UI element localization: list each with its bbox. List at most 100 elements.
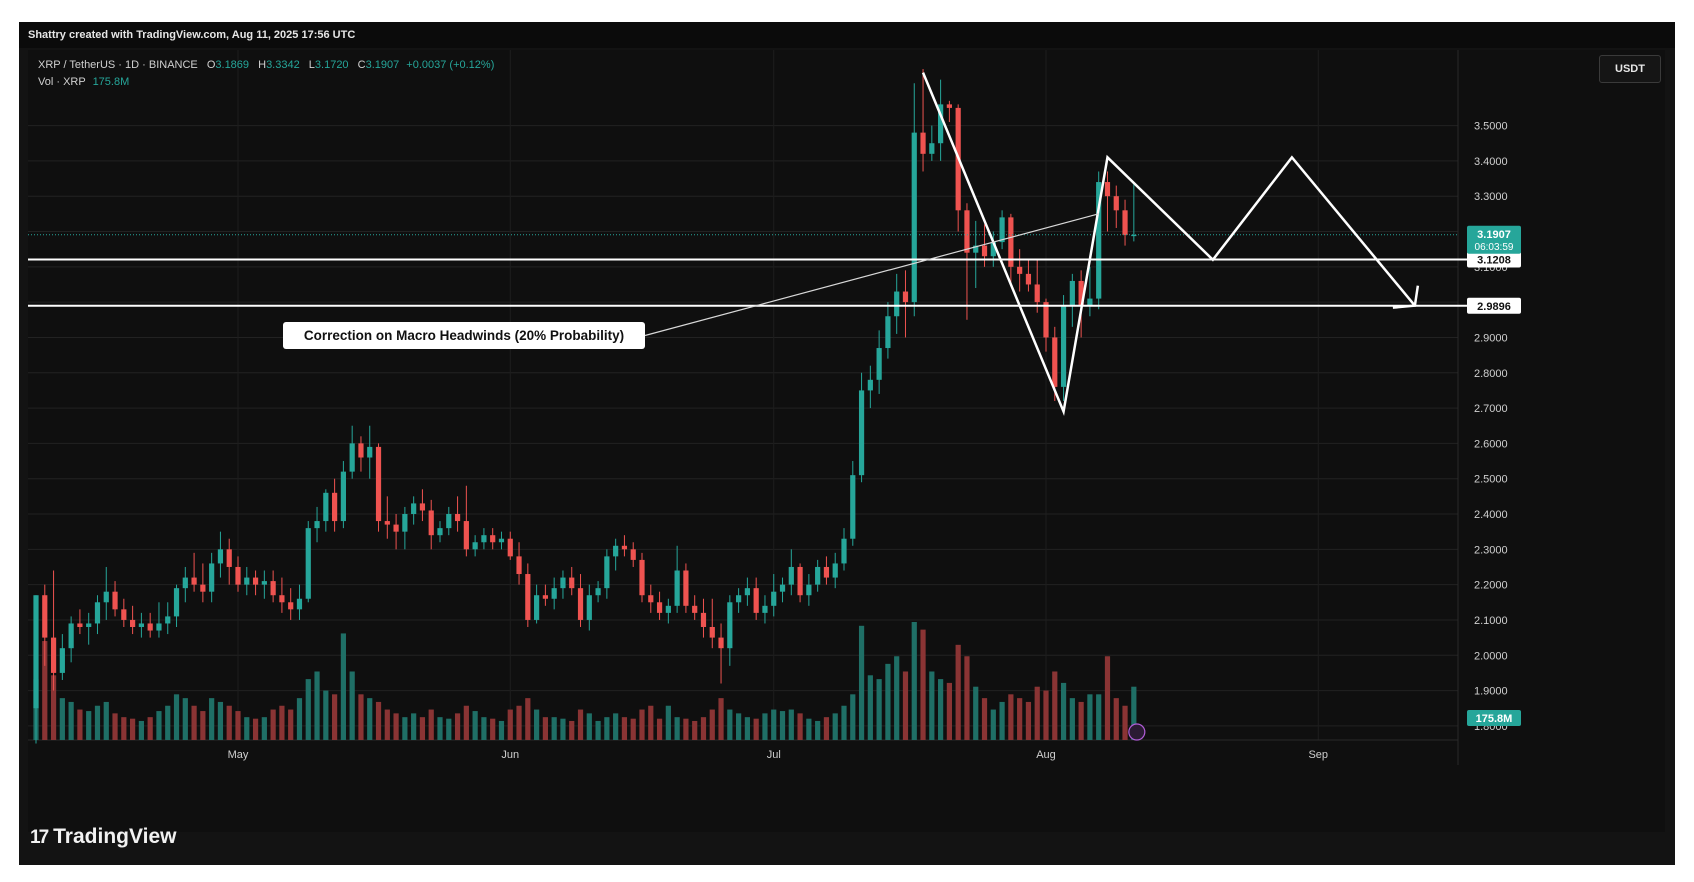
candle-body <box>375 446 382 522</box>
candle <box>779 577 786 603</box>
candle <box>525 563 531 627</box>
currency-unit-button[interactable]: USDT <box>1599 55 1661 83</box>
candle <box>1043 298 1049 352</box>
candle <box>727 595 733 666</box>
volume-badge-label: 175.8M <box>1476 713 1513 725</box>
candle <box>718 623 724 684</box>
candle-body <box>806 584 812 596</box>
candle <box>288 588 294 620</box>
volume-bar <box>1131 686 1137 740</box>
volume-bar <box>446 718 452 740</box>
volume-bar <box>94 705 101 740</box>
candle-body <box>86 623 92 627</box>
candle <box>349 425 355 479</box>
candle <box>964 203 970 320</box>
volume-bar <box>832 713 838 740</box>
candle-body <box>990 242 996 257</box>
change-value: +0.0037 (+0.12%) <box>406 59 495 71</box>
candle-body <box>156 623 162 631</box>
y-tick-label: 2.1000 <box>1474 615 1508 627</box>
candle <box>613 538 619 571</box>
symbol-label[interactable]: XRP / TetherUS · 1D · BINANCE <box>38 59 198 71</box>
candle <box>454 496 461 532</box>
volume-bar <box>779 711 786 740</box>
volume-bar <box>885 663 891 740</box>
candle <box>323 489 329 532</box>
volume-bar <box>1025 701 1032 740</box>
candle <box>42 584 48 666</box>
candle-body <box>1025 273 1032 285</box>
volume-bar <box>419 717 426 740</box>
candle-body <box>744 588 750 596</box>
volume-bar <box>806 718 812 740</box>
volume-bar <box>973 686 979 740</box>
volume-bar <box>850 694 856 740</box>
plot-panel[interactable]: 1.8000 1.9000 2.0000 2.1000 2.2000 2.3000 2.40… <box>28 50 1665 832</box>
candle-body <box>753 588 759 613</box>
candle-body <box>182 577 188 589</box>
candle-body <box>270 581 276 596</box>
volume-bar <box>367 698 373 740</box>
candle <box>806 574 812 606</box>
candle-body <box>534 595 540 620</box>
candle-body <box>551 588 557 599</box>
candle <box>68 616 74 663</box>
candle <box>516 542 522 585</box>
candle <box>103 566 109 620</box>
current-price-label: 3.1907 <box>1477 229 1511 241</box>
volume-bar <box>235 711 241 740</box>
candle-body <box>296 598 303 610</box>
candle-body <box>516 556 522 575</box>
candle-body <box>1122 210 1128 236</box>
candle-body <box>402 514 408 532</box>
volume-bar <box>516 705 522 740</box>
countdown-label: 06:03:59 <box>1475 242 1514 253</box>
volume-bar <box>613 713 619 740</box>
volume-bar <box>1122 705 1128 740</box>
volume-badge <box>1467 710 1521 726</box>
volume-bar <box>1060 682 1067 740</box>
candle-body <box>1096 182 1102 299</box>
volume-bar <box>77 709 83 740</box>
candle-body <box>358 443 364 458</box>
volume-bar <box>349 671 355 740</box>
candle <box>911 83 917 317</box>
high-label: H <box>258 59 267 71</box>
volume-label[interactable]: Vol · XRP <box>38 76 86 88</box>
volume-bar <box>191 705 197 740</box>
candle-body <box>1078 280 1084 306</box>
candle <box>358 436 364 472</box>
volume-bar <box>727 709 733 740</box>
volume-bar <box>314 671 320 740</box>
candle <box>156 602 162 638</box>
candle <box>1096 171 1102 310</box>
x-tick-label: Jun <box>501 749 519 761</box>
candle-body <box>621 545 628 550</box>
y-tick-label: 2.6000 <box>1474 438 1508 450</box>
candle-body <box>876 348 882 380</box>
candle <box>340 461 346 529</box>
candle <box>1113 185 1119 228</box>
candle <box>762 595 768 624</box>
candle-body <box>867 379 873 391</box>
ohlc-legend: XRP / TetherUS · 1D · BINANCE O3.1869 H3… <box>38 59 494 71</box>
y-tick-label: 2.2000 <box>1474 580 1508 592</box>
candle <box>384 496 390 539</box>
volume-bar <box>393 713 399 740</box>
candle <box>1087 266 1093 317</box>
candle-body <box>692 605 698 613</box>
header-bar: Shattry created with TradingView.com, Au… <box>19 22 1675 48</box>
price-chart[interactable]: 1.80001.90002.00002.10002.20002.30002.40… <box>28 50 1665 832</box>
volume-bar <box>50 675 57 740</box>
volume-bar <box>867 675 873 740</box>
volume-bar <box>639 709 645 740</box>
volume-bar <box>1078 701 1084 740</box>
candle-body <box>815 566 821 585</box>
candle-body <box>639 559 645 596</box>
volume-bar <box>964 656 970 740</box>
candle <box>665 598 671 624</box>
candle-body <box>235 566 241 585</box>
candle <box>630 542 636 567</box>
candle-body <box>648 595 654 603</box>
volume-bar <box>411 713 417 740</box>
